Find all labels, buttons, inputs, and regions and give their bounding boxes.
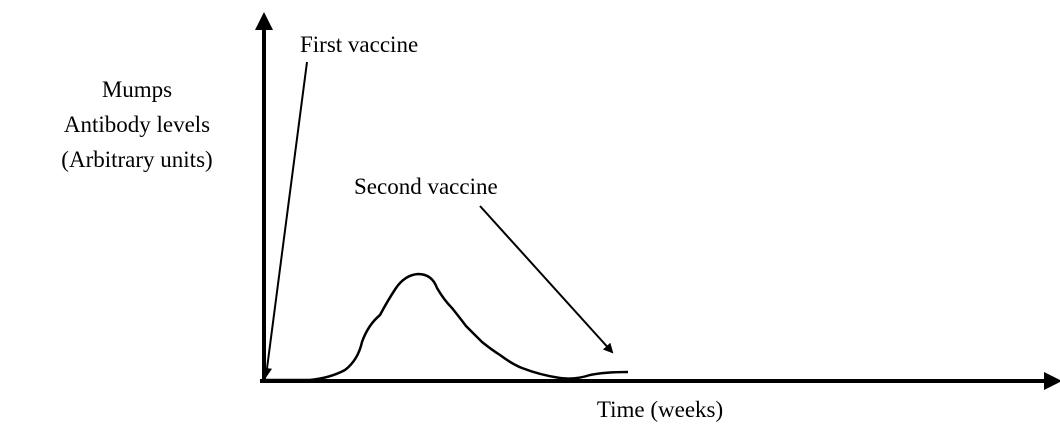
x-axis-label: Time (weeks) bbox=[597, 397, 723, 422]
y-axis-label: Mumps bbox=[102, 77, 172, 102]
y-axis-label: Antibody levels bbox=[64, 112, 210, 137]
annotation: First vaccine bbox=[300, 32, 418, 57]
annotation-arrow bbox=[479, 205, 614, 354]
antibody-curve bbox=[262, 272, 629, 382]
annotation: Second vaccine bbox=[354, 174, 498, 199]
y-axis-label: (Arbitrary units) bbox=[61, 147, 212, 172]
annotation-arrow bbox=[262, 61, 308, 378]
